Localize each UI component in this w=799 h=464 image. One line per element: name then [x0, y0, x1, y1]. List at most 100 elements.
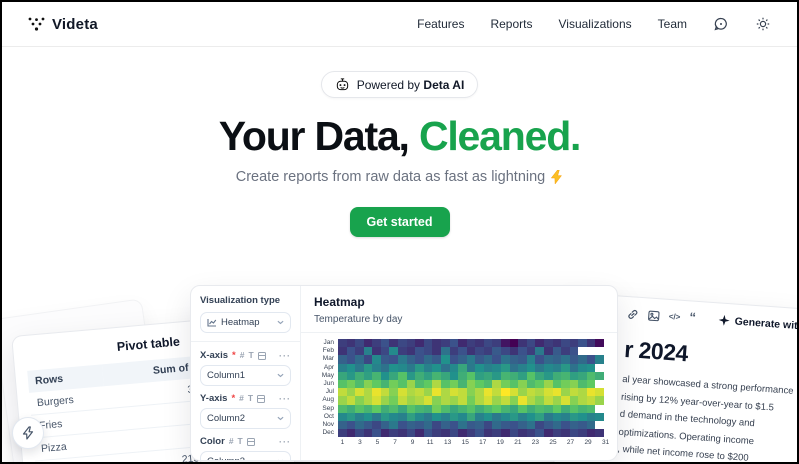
image-icon[interactable] [647, 308, 660, 322]
heatmap-cell [372, 379, 381, 389]
heatmap-cell [406, 429, 416, 438]
heatmap-cell [509, 404, 519, 413]
heatmap-cell [458, 355, 467, 364]
heatmap-cell [509, 339, 519, 348]
more-options-icon[interactable]: ··· [279, 350, 291, 361]
heatmap-cell [561, 339, 570, 348]
heatmap-cell [526, 363, 536, 372]
heatmap-cell [423, 355, 433, 364]
heatmap-cell [501, 347, 510, 356]
heatmap-cell [466, 339, 476, 348]
heatmap-cell [492, 412, 502, 421]
heatmap-cell [398, 429, 407, 438]
column-select[interactable]: Column3 [200, 451, 291, 460]
heatmap-cell [518, 420, 527, 430]
heatmap-cell [380, 355, 390, 364]
heatmap-title: Heatmap [314, 295, 365, 309]
heatmap-cell [483, 339, 493, 348]
heatmap-cell [561, 388, 570, 397]
heatmap-cell [449, 347, 459, 356]
get-started-button[interactable]: Get started [349, 207, 450, 237]
heatmap-month-label: Jun [323, 379, 334, 387]
sun-icon[interactable] [755, 16, 771, 32]
heatmap-cell [518, 429, 527, 438]
heatmap-cell [466, 379, 476, 389]
heatmap-cell [449, 396, 459, 405]
heatmap-cell [398, 363, 407, 372]
heatmap-cell [561, 371, 570, 380]
column-select[interactable]: Column1 [200, 365, 291, 386]
videta-logo-icon [28, 17, 45, 31]
heatmap-cell [535, 412, 544, 421]
heatmap-cell [509, 347, 519, 356]
heatmap-cell [483, 420, 493, 430]
heatmap-day-label: 7 [393, 439, 397, 447]
heatmap-x-axis: 1 3 5 7 9 11 13 15 17 19 21 23 25 27 29 31 [338, 437, 610, 447]
generate-with-ai-button[interactable]: Generate with AI [718, 314, 797, 333]
quick-action-fab[interactable] [12, 417, 44, 449]
nav-item-visualizations[interactable]: Visualizations [558, 17, 632, 31]
viz-type-select[interactable]: Heatmap [200, 312, 291, 333]
chevron-down-icon [277, 320, 284, 325]
heatmap-cell [423, 379, 433, 389]
heatmap-cell [372, 429, 381, 438]
heatmap-day-label: 5 [375, 439, 380, 447]
heatmap-cell [543, 412, 553, 421]
link-icon[interactable] [626, 307, 639, 321]
heatmap-cell [561, 363, 570, 372]
heatmap-cell [466, 363, 476, 372]
nav-links: Features Reports Visualizations Team [417, 16, 771, 32]
heatmap-cell [509, 363, 519, 372]
more-options-icon[interactable]: ··· [279, 393, 291, 404]
heatmap-cell [586, 429, 596, 438]
heatmap-cell [363, 347, 373, 356]
field-label: Color [200, 436, 225, 447]
required-asterisk: * [232, 350, 236, 361]
heatmap-cell [406, 404, 416, 413]
heatmap-cell [363, 429, 373, 438]
nav-item-reports[interactable]: Reports [490, 17, 533, 31]
heatmap-cell [501, 379, 510, 389]
code-icon[interactable]: </> [668, 311, 681, 322]
heatmap-subtitle: Temperature by day [314, 314, 403, 325]
nav-item-team[interactable]: Team [657, 17, 687, 31]
nav-item-features[interactable]: Features [417, 17, 465, 31]
heatmap-cell [492, 355, 502, 364]
chat-icon[interactable] [713, 16, 729, 32]
heatmap-cell [466, 388, 476, 397]
heatmap-cell [595, 396, 604, 405]
heatmap-cell [398, 420, 407, 430]
chart-icon [207, 319, 217, 327]
heatmap-cell [389, 404, 399, 413]
heatmap-cell [526, 420, 536, 430]
heatmap-cell [569, 371, 579, 380]
heatmap-day-label [399, 437, 408, 447]
heatmap-cell [578, 396, 587, 405]
column-select[interactable]: Column2 [200, 408, 291, 429]
quote-icon[interactable]: “ [688, 308, 697, 325]
date-type-icon [257, 394, 266, 403]
heatmap-cell [526, 339, 536, 348]
heatmap-cell [338, 355, 347, 364]
heatmap-cell [561, 396, 570, 405]
more-options-icon[interactable]: ··· [279, 436, 291, 447]
heatmap-month-label: May [321, 371, 334, 379]
heatmap-cell [415, 347, 424, 356]
heatmap-cell [492, 379, 502, 389]
heatmap-cell [475, 347, 484, 356]
heatmap-cell [578, 404, 587, 413]
heatmap-cell [398, 379, 407, 389]
heatmap-cell [569, 388, 579, 397]
heatmap-cell [466, 396, 476, 405]
heatmap-cell [355, 355, 364, 364]
heatmap-cell [595, 355, 604, 364]
heatmap-cell [526, 429, 536, 438]
heatmap-cell [338, 379, 347, 389]
heatmap-cell [338, 429, 347, 438]
logo[interactable]: Videta [28, 16, 98, 33]
heatmap-cell [543, 347, 553, 356]
heatmap-cell [466, 371, 476, 380]
heatmap-cell [535, 388, 544, 397]
text-type-icon: T [237, 436, 243, 447]
heatmap-cell [355, 420, 364, 430]
